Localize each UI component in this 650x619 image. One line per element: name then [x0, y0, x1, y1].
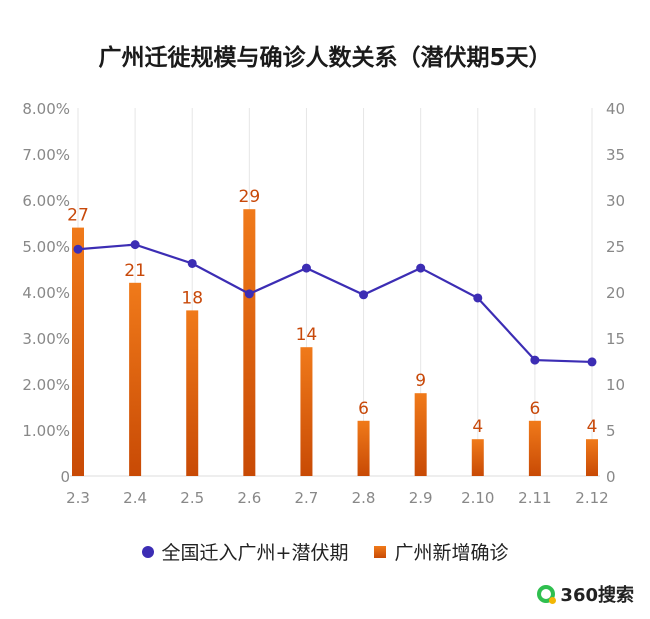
y-left-tick-label: 5.00%	[22, 238, 70, 256]
bar-data-label: 18	[181, 288, 203, 308]
line-point	[473, 293, 483, 303]
x-tick-label: 2.6	[237, 489, 261, 507]
y-left-tick-label: 2.00%	[22, 376, 70, 394]
brand-name: 360搜索	[560, 585, 634, 606]
y-right-tick-label: 0	[606, 468, 616, 486]
bar-data-label: 4	[587, 417, 598, 437]
bar-data-label: 27	[67, 206, 89, 226]
legend-dot-icon	[141, 545, 154, 558]
x-tick-label: 2.10	[461, 489, 494, 507]
bar-data-label: 21	[124, 261, 146, 281]
grid-lines	[70, 108, 600, 477]
x-tick-label: 2.9	[409, 489, 433, 507]
bar	[243, 209, 256, 476]
y-right-tick-label: 25	[606, 238, 625, 256]
y-left-tick-label: 0	[60, 468, 70, 486]
axes: 0 1.00% 2.00% 3.00% 4.00% 5.00% 6.00% 7.00% 8.00…	[22, 100, 625, 507]
chart-title: 广州迁徙规模与确诊人数关系（潜伏期5天）	[98, 45, 552, 71]
y-right-tick-label: 5	[606, 422, 616, 440]
y-right-tick-label: 30	[606, 192, 625, 210]
bar	[414, 393, 427, 476]
x-tick-label: 2.11	[518, 489, 551, 507]
y-left-tick-label: 3.00%	[22, 330, 70, 348]
line-point	[187, 258, 197, 268]
bar	[186, 310, 199, 476]
bars: 27 21 18 29 14 6 9 4 6 4	[67, 187, 598, 476]
line-point	[73, 244, 83, 254]
series-line	[77, 243, 593, 364]
line-series	[73, 240, 597, 367]
brand-watermark: 360搜索	[537, 581, 634, 607]
y-right-tick-label: 20	[606, 284, 625, 302]
bar	[471, 439, 484, 476]
x-tick-label: 2.8	[352, 489, 376, 507]
y-left-tick-label: 1.00%	[22, 422, 70, 440]
y-right-tick-label: 10	[606, 376, 625, 394]
x-tick-label: 2.12	[575, 489, 608, 507]
y-right-tick-label: 15	[606, 330, 625, 348]
bar	[586, 439, 598, 476]
y-left-tick-label: 7.00%	[22, 146, 70, 164]
legend-item-line: 全国迁入广州+潜伏期	[141, 538, 349, 565]
legend: 全国迁入广州+潜伏期 广州新增确诊	[0, 538, 650, 565]
line-point	[244, 289, 254, 299]
line-point	[587, 357, 597, 367]
bar-data-label: 29	[239, 187, 261, 207]
bar-data-label: 4	[472, 417, 483, 437]
line-point	[130, 240, 140, 250]
legend-label-line: 全国迁入广州+潜伏期	[161, 542, 349, 564]
x-tick-label: 2.5	[180, 489, 204, 507]
legend-item-bar: 广州新增确诊	[374, 538, 508, 565]
bar	[528, 420, 541, 476]
bar	[357, 420, 370, 476]
bar	[129, 282, 142, 476]
x-tick-label: 2.4	[123, 489, 147, 507]
y-right-tick-label: 35	[606, 146, 625, 164]
y-left-tick-label: 8.00%	[22, 100, 70, 118]
line-point	[301, 263, 311, 273]
x-tick-label: 2.3	[66, 489, 90, 507]
y-right-tick-label: 40	[606, 100, 625, 118]
bar-data-label: 6	[529, 399, 540, 419]
bar-data-label: 14	[296, 325, 318, 345]
legend-square-icon	[374, 545, 387, 558]
x-tick-label: 2.7	[295, 489, 319, 507]
line-point	[530, 355, 540, 365]
bar	[300, 347, 313, 476]
360-logo-icon	[537, 585, 557, 604]
y-left-tick-label: 4.00%	[22, 284, 70, 302]
y-left-tick-label: 6.00%	[22, 192, 70, 210]
bar-data-label: 6	[358, 399, 369, 419]
line-point	[359, 290, 369, 300]
legend-label-bar: 广州新增确诊	[394, 542, 509, 564]
bar	[72, 227, 84, 476]
bar-data-label: 9	[415, 371, 426, 391]
line-point	[416, 263, 426, 273]
